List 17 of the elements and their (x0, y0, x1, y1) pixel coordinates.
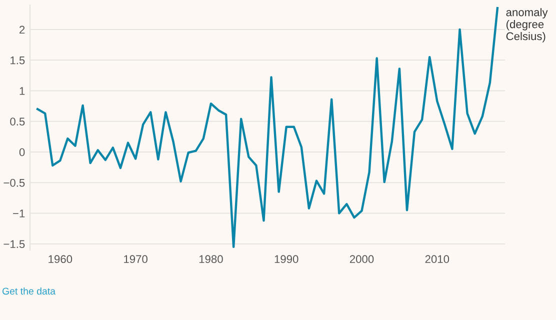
series-label: anomaly (degree Celsius) (506, 8, 548, 42)
y-tick-label: −1 (13, 210, 25, 218)
x-tick-label: 1980 (199, 255, 223, 264)
x-tick-label: 2000 (350, 255, 374, 264)
y-tick-label: −0.5 (4, 178, 25, 187)
y-tick-label: −1.5 (4, 240, 25, 248)
x-tick-label: 1970 (124, 255, 148, 264)
x-tick-label: 1990 (274, 255, 298, 264)
y-tick-label: 0.5 (10, 118, 25, 126)
x-tick-label: 1960 (48, 255, 72, 264)
line-series (36, 6, 499, 248)
x-tick-label: 2010 (425, 255, 450, 264)
y-tick-label: 0 (19, 148, 25, 156)
y-tick-label: 1 (20, 87, 25, 95)
y-tick-label: 1.5 (10, 56, 25, 64)
text: Get the data (2, 287, 56, 295)
y-tick-label: 2 (20, 26, 25, 34)
